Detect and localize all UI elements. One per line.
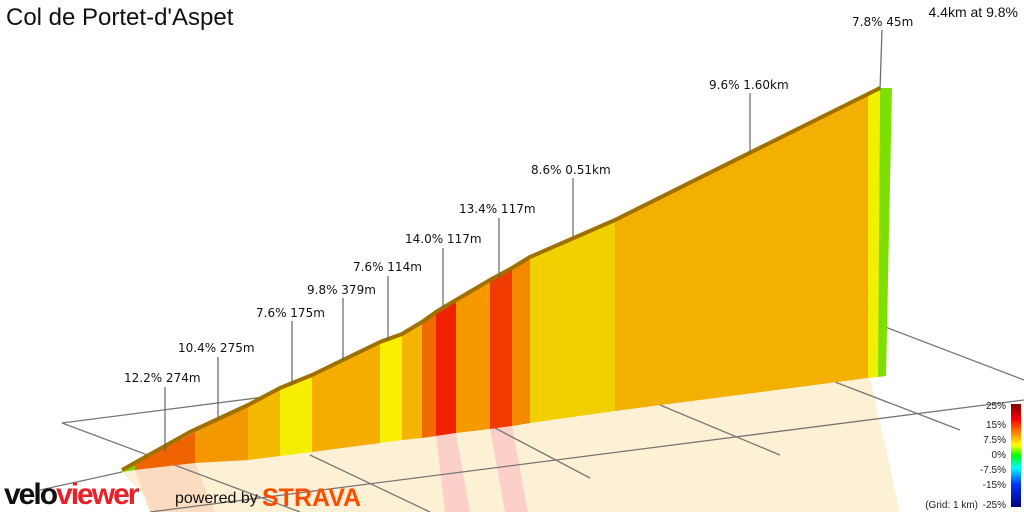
segment-stripe xyxy=(422,312,436,438)
ground-grid xyxy=(39,324,1024,512)
segment-label: 8.6% 0.51km xyxy=(531,163,611,177)
segment-stripe xyxy=(195,405,248,463)
segment-stripe xyxy=(615,93,868,411)
gradient-legend-bar xyxy=(1011,404,1021,507)
climb-title: Col de Portet-d'Aspet xyxy=(6,4,234,31)
gradient-segments xyxy=(122,88,892,472)
segment-stripe xyxy=(878,88,892,377)
legend-tick: 15% xyxy=(986,420,1006,431)
floor-shadow-orange xyxy=(135,463,215,512)
segment-stripe xyxy=(248,388,280,460)
logo-part-velo: velo xyxy=(4,478,58,511)
veloviewer-logo[interactable]: veloviewer xyxy=(4,478,139,511)
leader-line xyxy=(879,29,883,91)
segment-stripe xyxy=(868,88,880,378)
segment-stripe xyxy=(490,268,512,429)
strava-logo[interactable]: STRAVA xyxy=(262,484,362,512)
segment-label: 7.6% 175m xyxy=(256,306,325,320)
profile-top-edge xyxy=(121,86,881,472)
floor-shadow-red xyxy=(436,433,470,512)
segment-label: 12.2% 274m xyxy=(124,371,201,385)
segment-label: 9.6% 1.60km xyxy=(709,78,789,92)
climb-summary: 4.4km at 9.8% xyxy=(928,4,1019,20)
segment-label: 7.6% 114m xyxy=(353,260,422,274)
segment-stripe xyxy=(280,375,312,456)
segment-stripe xyxy=(380,334,402,443)
segment-label: 10.4% 275m xyxy=(178,341,255,355)
floor-shadow-red xyxy=(490,426,528,512)
grid-note: (Grid: 1 km) xyxy=(925,500,978,511)
segment-stripe xyxy=(530,220,615,423)
segment-label: 14.0% 117m xyxy=(405,232,482,246)
segment-stripe xyxy=(312,342,380,452)
segment-label: 13.4% 117m xyxy=(459,202,536,216)
legend-tick: 7.5% xyxy=(983,435,1006,446)
segment-stripe xyxy=(456,280,490,433)
segment-labels xyxy=(164,29,883,452)
powered-by-text: powered by xyxy=(175,490,258,507)
segment-stripe xyxy=(436,300,456,436)
legend-tick: 0% xyxy=(992,450,1007,461)
legend-tick: 25% xyxy=(986,401,1006,412)
segment-label: 7.8% 45m xyxy=(852,15,913,29)
segment-label: 9.8% 379m xyxy=(307,283,376,297)
logo-part-viewer: viewer xyxy=(56,478,139,511)
segment-stripe xyxy=(512,257,530,426)
legend-tick: -7.5% xyxy=(980,465,1006,476)
segment-stripe xyxy=(402,322,422,440)
legend-tick: -25% xyxy=(983,500,1006,511)
legend-tick: -15% xyxy=(983,480,1006,491)
